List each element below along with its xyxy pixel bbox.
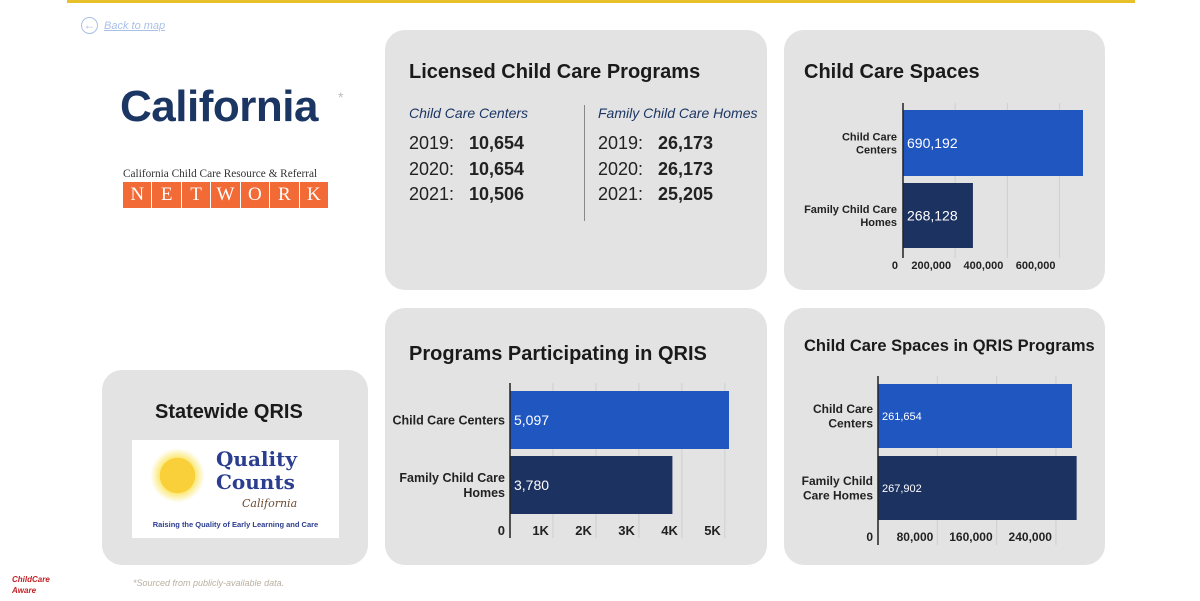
column-divider [584, 105, 585, 221]
sun-children-icon [150, 448, 205, 503]
network-logo: California Child Care Resource & Referra… [123, 168, 328, 208]
licensed-title: Licensed Child Care Programs [409, 61, 701, 83]
logo-letter: W [211, 182, 240, 208]
network-logo-top: California Child Care Resource & Referra… [123, 168, 318, 180]
homes-column: Family Child Care Homes 2019: 26,173 2020… [598, 105, 757, 210]
logo-letter: T [181, 182, 211, 208]
back-to-map-label: Back to map [104, 19, 166, 32]
year-row: 2021: 25,205 [598, 184, 714, 204]
year-row: 2020: 26,173 [598, 158, 714, 179]
back-to-map-link[interactable]: ← Back to map [81, 17, 165, 34]
licensed-programs-card [385, 30, 767, 290]
spaces-title: Child Care Spaces [804, 61, 980, 83]
state-title: California [120, 82, 318, 131]
centers-column: Child Care Centers 2019: 10,654 2020: 10,6… [409, 105, 528, 210]
logo-letter: O [240, 182, 270, 208]
logo-tagline: Raising the Quality of Early Learning an… [152, 520, 319, 529]
homes-heading: Family Child Care Homes [598, 105, 758, 121]
logo-letter: E [152, 182, 181, 208]
logo-line-california: California [242, 497, 298, 510]
top-accent-bar [67, 0, 1135, 3]
year-row: 2021: 10,506 [409, 184, 525, 204]
centers-heading: Child Care Centers [409, 105, 529, 121]
logo-letter: R [270, 182, 299, 208]
logo-line-quality: Quality [216, 447, 297, 471]
logo-line-counts: Counts [216, 470, 295, 494]
qris-programs-title: Programs Participating in QRIS [409, 343, 707, 365]
footnote: *Sourced from publicly-available data. [133, 578, 285, 588]
arrow-left-circle-icon: ← [81, 17, 98, 34]
qris-spaces-title: Child Care Spaces in QRIS Programs [804, 337, 1095, 355]
year-row: 2019: 10,654 [409, 133, 525, 153]
logo-letter: K [299, 182, 328, 208]
quality-counts-logo: Quality Counts California Raising the Qu… [132, 440, 339, 538]
logo-letter: N [123, 182, 152, 208]
year-row: 2020: 10,654 [409, 158, 525, 179]
childcare-aware-logo: ChildCare Aware [12, 575, 50, 595]
statewide-qris-title: Statewide QRIS [155, 401, 303, 423]
year-row: 2019: 26,173 [598, 133, 714, 153]
footnote-asterisk: * [338, 89, 344, 105]
